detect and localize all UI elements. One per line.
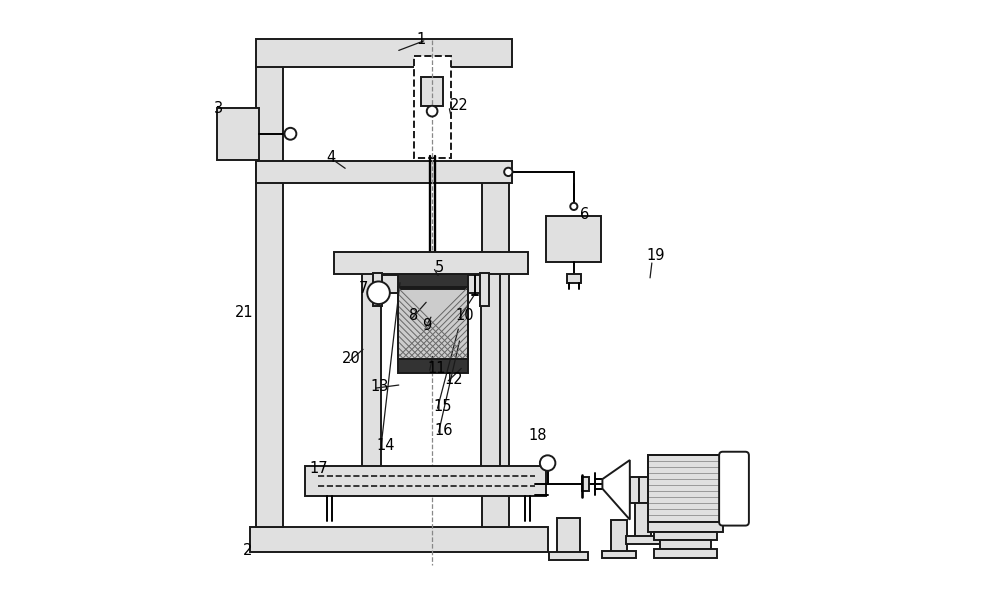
- Text: 20: 20: [342, 352, 361, 367]
- Bar: [549, 552, 588, 560]
- Text: 1: 1: [417, 32, 426, 47]
- Text: 3: 3: [214, 101, 223, 116]
- Text: 19: 19: [646, 248, 665, 263]
- Bar: [557, 519, 580, 553]
- Bar: [398, 287, 468, 359]
- Text: 6: 6: [580, 207, 590, 222]
- Bar: [639, 477, 648, 503]
- Bar: [480, 272, 489, 306]
- Circle shape: [427, 106, 437, 117]
- Bar: [567, 274, 581, 282]
- Bar: [256, 38, 512, 67]
- Text: 12: 12: [444, 371, 463, 386]
- Bar: [654, 531, 717, 540]
- Bar: [217, 108, 259, 160]
- Bar: [648, 522, 723, 531]
- Bar: [481, 252, 500, 484]
- Circle shape: [540, 456, 555, 471]
- Bar: [654, 549, 717, 558]
- Text: 18: 18: [529, 428, 547, 443]
- Text: 10: 10: [455, 308, 474, 323]
- Text: 22: 22: [449, 98, 468, 113]
- Bar: [626, 536, 660, 544]
- Bar: [305, 466, 546, 496]
- Bar: [421, 77, 443, 106]
- Bar: [250, 526, 548, 552]
- Bar: [424, 293, 433, 308]
- Text: 8: 8: [409, 308, 419, 323]
- Polygon shape: [602, 460, 630, 520]
- Circle shape: [504, 168, 513, 176]
- Circle shape: [284, 128, 296, 139]
- Bar: [611, 520, 627, 552]
- Text: 2: 2: [243, 543, 252, 558]
- Bar: [648, 456, 723, 522]
- Bar: [398, 357, 468, 373]
- Text: 11: 11: [427, 361, 446, 376]
- Text: 9: 9: [423, 318, 432, 333]
- Text: 16: 16: [435, 423, 453, 438]
- Bar: [414, 56, 451, 157]
- Bar: [546, 216, 601, 263]
- Bar: [398, 287, 468, 359]
- Bar: [660, 540, 711, 549]
- Text: 7: 7: [358, 281, 368, 296]
- Text: 17: 17: [309, 461, 328, 476]
- Polygon shape: [423, 353, 442, 357]
- Bar: [375, 275, 491, 293]
- Bar: [362, 252, 381, 484]
- Bar: [398, 272, 468, 288]
- Text: 21: 21: [235, 305, 254, 320]
- Bar: [602, 551, 636, 558]
- Text: 5: 5: [435, 260, 444, 275]
- Text: 13: 13: [370, 379, 389, 394]
- Bar: [427, 308, 433, 317]
- Bar: [648, 456, 723, 522]
- Bar: [582, 477, 589, 491]
- Bar: [635, 503, 651, 537]
- FancyBboxPatch shape: [719, 452, 749, 526]
- Text: 14: 14: [376, 438, 395, 453]
- Bar: [373, 272, 382, 306]
- Circle shape: [367, 281, 390, 304]
- Bar: [256, 160, 512, 183]
- Circle shape: [570, 203, 577, 210]
- Text: 4: 4: [326, 150, 335, 165]
- Bar: [334, 252, 528, 274]
- Bar: [630, 477, 639, 503]
- Text: 15: 15: [433, 399, 452, 414]
- Bar: [256, 63, 283, 526]
- Bar: [482, 169, 509, 526]
